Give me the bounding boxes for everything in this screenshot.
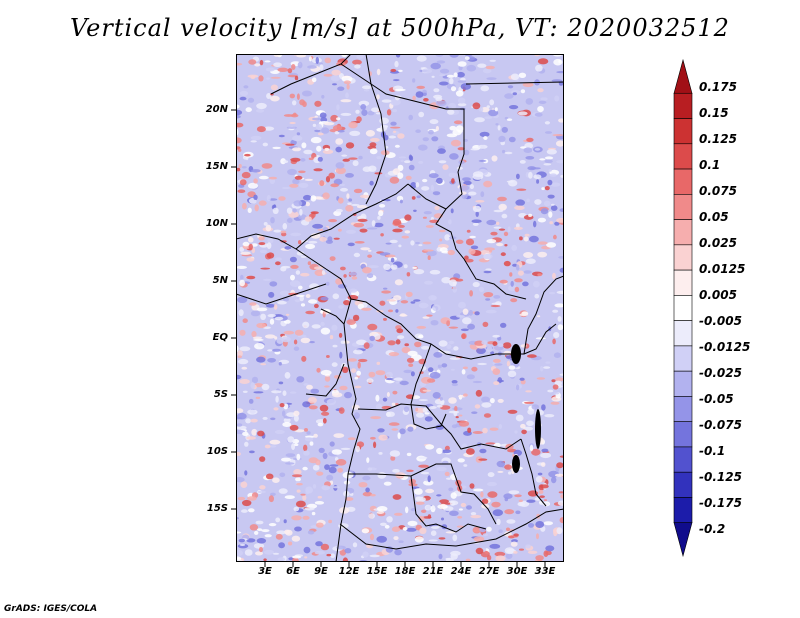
lon-label-9e: 9E bbox=[314, 566, 328, 577]
colorbar-label-10: -0.0125 bbox=[699, 340, 751, 354]
colorbar-bin bbox=[673, 295, 693, 321]
colorbar-label-8: 0.005 bbox=[699, 288, 737, 302]
colorbar-bin bbox=[673, 269, 693, 296]
grads-credit: GrADS: IGES/COLA bbox=[4, 604, 98, 614]
lat-label-20n: 20N bbox=[205, 104, 228, 115]
lon-label-30e: 30E bbox=[506, 566, 528, 577]
colorbar-bin bbox=[673, 194, 693, 220]
colorbar-label-9: -0.005 bbox=[699, 314, 742, 328]
country-boundaries bbox=[236, 54, 564, 562]
colorbar-bin bbox=[673, 522, 693, 558]
colorbar-label-3: 0.1 bbox=[699, 158, 721, 172]
lon-label-3e: 3E bbox=[258, 566, 272, 577]
colorbar-bin bbox=[673, 471, 693, 498]
lon-label-15e: 15E bbox=[366, 566, 388, 577]
colorbar-bin bbox=[673, 320, 693, 347]
colorbar-label-7: 0.0125 bbox=[699, 262, 746, 276]
colorbar-label-6: 0.025 bbox=[699, 236, 737, 250]
lon-label-21e: 21E bbox=[422, 566, 444, 577]
lon-label-33e: 33E bbox=[534, 566, 556, 577]
lon-label-24e: 24E bbox=[450, 566, 472, 577]
colorbar-bin bbox=[673, 370, 693, 397]
lat-label-5n: 5N bbox=[212, 275, 228, 286]
colorbar-label-16: -0.175 bbox=[699, 496, 742, 510]
map-panel bbox=[236, 54, 564, 562]
map-title: Vertical velocity [m/s] at 500hPa, VT: 2… bbox=[70, 14, 730, 42]
lat-label-15n: 15N bbox=[205, 161, 228, 172]
lat-label-10n: 10N bbox=[205, 218, 228, 229]
colorbar-bin bbox=[673, 58, 693, 94]
lat-label-5s: 5S bbox=[213, 389, 228, 400]
colorbar-label-14: -0.1 bbox=[699, 444, 726, 458]
colorbar-label-2: 0.125 bbox=[699, 132, 737, 146]
colorbar-label-15: -0.125 bbox=[699, 470, 742, 484]
colorbar-bin bbox=[673, 219, 693, 246]
velocity-field bbox=[236, 54, 564, 562]
lon-label-6e: 6E bbox=[286, 566, 300, 577]
colorbar bbox=[673, 58, 693, 558]
lon-label-27e: 27E bbox=[478, 566, 500, 577]
colorbar-bin bbox=[673, 92, 693, 119]
lon-label-18e: 18E bbox=[394, 566, 416, 577]
colorbar-bin bbox=[673, 421, 693, 448]
lat-label-10s: 10S bbox=[206, 446, 228, 457]
colorbar-label-0: 0.175 bbox=[699, 80, 737, 94]
colorbar-label-17: -0.2 bbox=[699, 522, 726, 536]
colorbar-label-1: 0.15 bbox=[699, 106, 729, 120]
colorbar-label-11: -0.025 bbox=[699, 366, 742, 380]
axis-ticks bbox=[231, 109, 546, 567]
colorbar-bin bbox=[673, 446, 693, 473]
lat-label-15s: 15S bbox=[206, 503, 228, 514]
colorbar-bin bbox=[673, 143, 693, 170]
colorbar-bin bbox=[673, 345, 693, 372]
lakes bbox=[511, 344, 541, 473]
lat-label-eq: EQ bbox=[212, 332, 228, 343]
colorbar-label-4: 0.075 bbox=[699, 184, 737, 198]
colorbar-label-5: 0.05 bbox=[699, 210, 729, 224]
colorbar-bin bbox=[673, 497, 693, 524]
colorbar-bin bbox=[673, 396, 693, 422]
colorbar-bin bbox=[673, 244, 693, 271]
lon-label-12e: 12E bbox=[338, 566, 360, 577]
colorbar-bin bbox=[673, 118, 693, 145]
colorbar-label-12: -0.05 bbox=[699, 392, 734, 406]
colorbar-bin bbox=[673, 168, 693, 195]
colorbar-label-13: -0.075 bbox=[699, 418, 742, 432]
